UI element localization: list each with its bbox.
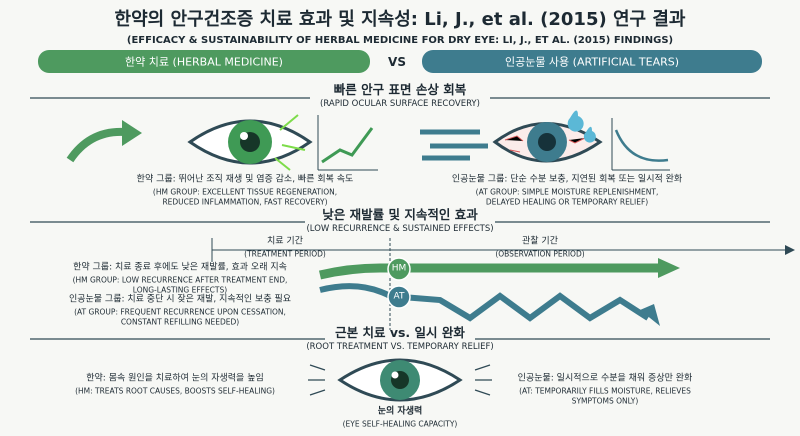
caption: 눈의 자생력 <box>377 406 423 417</box>
dry-eye <box>492 110 603 163</box>
title: 한약의 안구건조증 치료 효과 및 지속성: Li, J., et al. (2… <box>114 9 686 30</box>
caption: (AT: TEMPORARILY FILLS MOISTURE, RELIEVE… <box>519 386 691 396</box>
healthy-eye <box>187 114 313 171</box>
section-heading: 근본 치료 vs. 일시 완화 <box>335 324 465 340</box>
header-left: 한약 치료 (HERBAL MEDICINE) <box>125 55 283 69</box>
caption: 인공눈물 그룹: 치료 중단 시 잦은 재발, 지속적인 보충 필요 <box>68 294 292 305</box>
caption: (HM: TREATS ROOT CAUSES, BOOSTS SELF-HEA… <box>75 386 275 396</box>
hm-badge-circle <box>387 257 411 281</box>
at-badge: AT <box>393 291 405 302</box>
section-subheading: (ROOT TREATMENT VS. TEMPORARY RELIEF) <box>306 341 494 352</box>
period-label: (OBSERVATION PERIOD) <box>495 249 585 259</box>
herbal-pill <box>38 50 370 73</box>
caption: (HM GROUP: LOW RECURRENCE AFTER TREATMEN… <box>72 275 288 285</box>
section-heading: 빠른 안구 표면 손상 회복 <box>333 81 467 97</box>
caption: (AT GROUP: SIMPLE MOISTURE REPLENISHMENT… <box>475 187 659 197</box>
caption: DELAYED HEALING OR TEMPORARY RELIEF) <box>485 197 649 207</box>
caption: REDUCED INFLAMMATION, FAST RECOVERY) <box>162 197 328 207</box>
caption: (AT GROUP: FREQUENT RECURRENCE UPON CESS… <box>74 307 286 317</box>
caption: 한약 그룹: 치료 종료 후에도 낮은 재발률, 효과 오래 지속 <box>73 262 287 273</box>
timeline <box>211 238 795 330</box>
self-healing-eye <box>308 358 492 402</box>
period-label: 관찰 기간 <box>522 236 558 247</box>
section-heading: 낮은 재발률 및 지속적인 효과 <box>322 206 478 222</box>
header-right: 인공눈물 사용 (ARTIFICIAL TEARS) <box>504 55 680 69</box>
caption: 한약: 몸속 원인을 치료하여 눈의 자생력을 높임 <box>86 373 264 384</box>
motion-arrows <box>420 129 488 161</box>
section-subheading: (RAPID OCULAR SURFACE RECOVERY) <box>320 98 480 109</box>
at-trend <box>319 283 660 326</box>
caption: (EYE SELF-HEALING CAPACITY) <box>342 419 458 429</box>
caption: (HM GROUP: EXCELLENT TISSUE REGENERATION… <box>152 187 338 197</box>
period-label: (TREATMENT PERIOD) <box>244 249 326 259</box>
caption: 인공눈물: 일시적으로 수분을 채워 증상만 완화 <box>517 373 693 384</box>
caption: SYMPTOMS ONLY) <box>571 396 639 406</box>
hm-trend <box>318 258 680 280</box>
hm-badge: HM <box>391 263 407 274</box>
tears-pill <box>422 50 762 73</box>
rising-chart <box>317 115 378 171</box>
caption: LONG-LASTING EFFECTS) <box>132 285 228 295</box>
caption: 한약 그룹: 뛰어난 조직 재생 및 염증 감소, 빠른 회복 속도 <box>136 174 354 185</box>
period-label: 치료 기간 <box>267 236 303 247</box>
falling-chart <box>611 118 670 171</box>
dividers <box>30 97 770 340</box>
caption: 인공눈물 그룹: 단순 수분 보충, 지연된 회복 또는 일시적 완화 <box>451 174 683 185</box>
at-badge-circle <box>387 285 411 309</box>
subtitle: (EFFICACY & SUSTAINABILITY OF HERBAL MED… <box>126 35 674 46</box>
section-subheading: (LOW RECURRENCE & SUSTAINED EFFECTS) <box>306 223 494 234</box>
arrow-head <box>122 120 142 146</box>
caption: CONSTANT REFILLING NEEDED) <box>120 317 240 327</box>
curve-arrow <box>66 127 126 163</box>
header-vs: VS <box>388 55 406 69</box>
